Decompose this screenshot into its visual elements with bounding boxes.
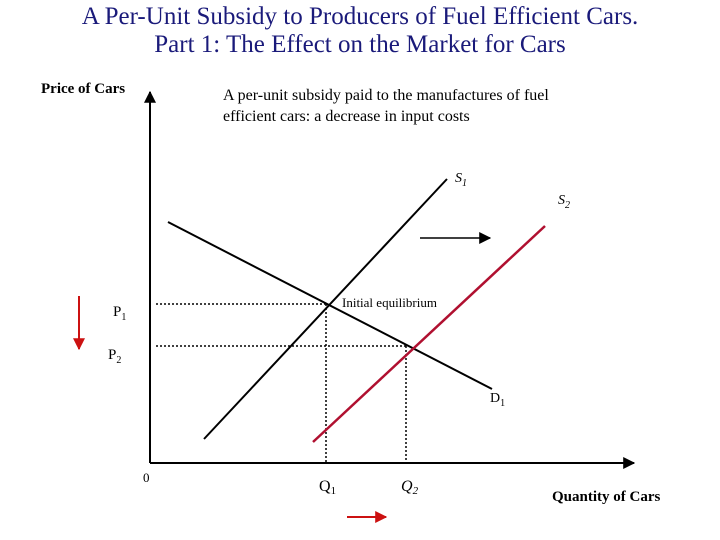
y-axis-label: Price of Cars	[41, 81, 125, 97]
supply-curve-s2	[312, 225, 546, 443]
supply-curve-s1	[203, 178, 448, 440]
x-axis-label: Quantity of Cars	[552, 489, 660, 505]
initial-equilibrium-label: Initial equilibrium	[342, 295, 437, 310]
slide-title-line-2: Part 1: The Effect on the Market for Car…	[154, 31, 566, 58]
slide-title-line-1: A Per-Unit Subsidy to Producers of Fuel …	[81, 3, 639, 30]
q2-label: Q2	[401, 478, 419, 497]
demand-d1-label: D1	[490, 391, 505, 409]
annotation-line-2: efficient cars: a decrease in input cost…	[223, 108, 470, 125]
q1-label: Q1	[319, 478, 336, 497]
supply-s2-label: S2	[558, 193, 570, 211]
supply-s1-label: S1	[455, 171, 467, 189]
p1-label: P1	[113, 304, 126, 323]
annotation-line-1: A per-unit subsidy paid to the manufactu…	[223, 87, 549, 104]
origin-label: 0	[143, 470, 150, 485]
p2-label: P2	[108, 347, 121, 366]
